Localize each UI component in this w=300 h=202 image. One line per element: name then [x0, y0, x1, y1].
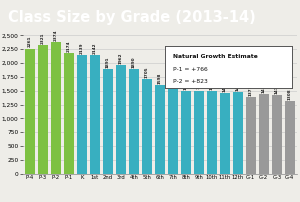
- Text: 1436: 1436: [262, 81, 266, 93]
- Text: 2374: 2374: [54, 29, 58, 41]
- Bar: [64, 53, 74, 174]
- Bar: [142, 79, 152, 174]
- Text: 1891: 1891: [106, 56, 110, 68]
- Text: P-2 = +823: P-2 = +823: [173, 79, 208, 84]
- Text: P-1 = +766: P-1 = +766: [173, 67, 208, 72]
- Bar: [168, 86, 178, 174]
- Text: Natural Growth Estimate: Natural Growth Estimate: [173, 54, 258, 59]
- Bar: [259, 94, 269, 174]
- Text: 1598: 1598: [158, 73, 162, 84]
- Text: 1451: 1451: [223, 81, 227, 92]
- Bar: [155, 85, 165, 174]
- Text: 1418: 1418: [275, 82, 279, 94]
- Text: 1308: 1308: [288, 88, 292, 100]
- Bar: [220, 93, 230, 174]
- Bar: [76, 55, 87, 174]
- Text: 1487: 1487: [210, 79, 214, 90]
- Bar: [181, 92, 191, 174]
- Text: 1962: 1962: [119, 52, 123, 64]
- Bar: [285, 101, 295, 174]
- Bar: [51, 42, 61, 174]
- Bar: [25, 48, 35, 174]
- Text: 1705: 1705: [145, 66, 149, 78]
- Bar: [233, 93, 243, 174]
- Text: 2139: 2139: [80, 42, 84, 54]
- Bar: [38, 45, 48, 174]
- Bar: [207, 92, 217, 174]
- Text: 2142: 2142: [93, 42, 97, 54]
- Text: 2174: 2174: [67, 41, 71, 52]
- Bar: [90, 55, 100, 174]
- Text: 2261: 2261: [28, 36, 32, 47]
- Text: 1379: 1379: [249, 84, 253, 96]
- Text: 1486: 1486: [184, 79, 188, 90]
- Text: Class Size by Grade (2013-14): Class Size by Grade (2013-14): [8, 10, 255, 25]
- Text: 1468: 1468: [236, 80, 240, 91]
- Bar: [116, 65, 126, 174]
- Bar: [272, 95, 282, 174]
- Bar: [246, 97, 256, 174]
- Text: 1890: 1890: [132, 56, 136, 68]
- Bar: [129, 69, 139, 174]
- Text: 1592: 1592: [171, 73, 175, 84]
- Bar: [103, 69, 113, 174]
- Text: 2321: 2321: [41, 32, 45, 44]
- Bar: [194, 91, 204, 174]
- Text: 1501: 1501: [197, 78, 201, 89]
